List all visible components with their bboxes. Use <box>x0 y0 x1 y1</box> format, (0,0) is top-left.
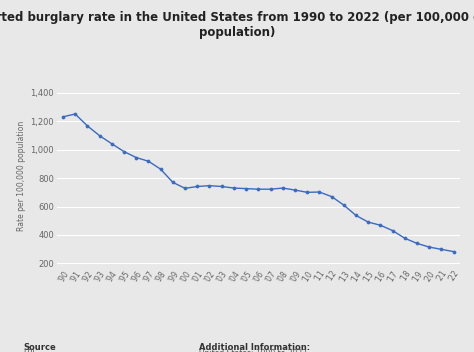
Text: Reported burglary rate in the United States from 1990 to 2022 (per 100,000 of th: Reported burglary rate in the United Sta… <box>0 11 474 39</box>
Text: FBI
© Statista 2024: FBI © Statista 2024 <box>24 349 85 352</box>
Y-axis label: Rate per 100,000 population: Rate per 100,000 population <box>18 121 27 231</box>
Text: Additional Information:: Additional Information: <box>199 343 310 352</box>
Text: Source: Source <box>24 343 56 352</box>
Text: United States: 1990 to 2022: United States: 1990 to 2022 <box>199 349 307 352</box>
